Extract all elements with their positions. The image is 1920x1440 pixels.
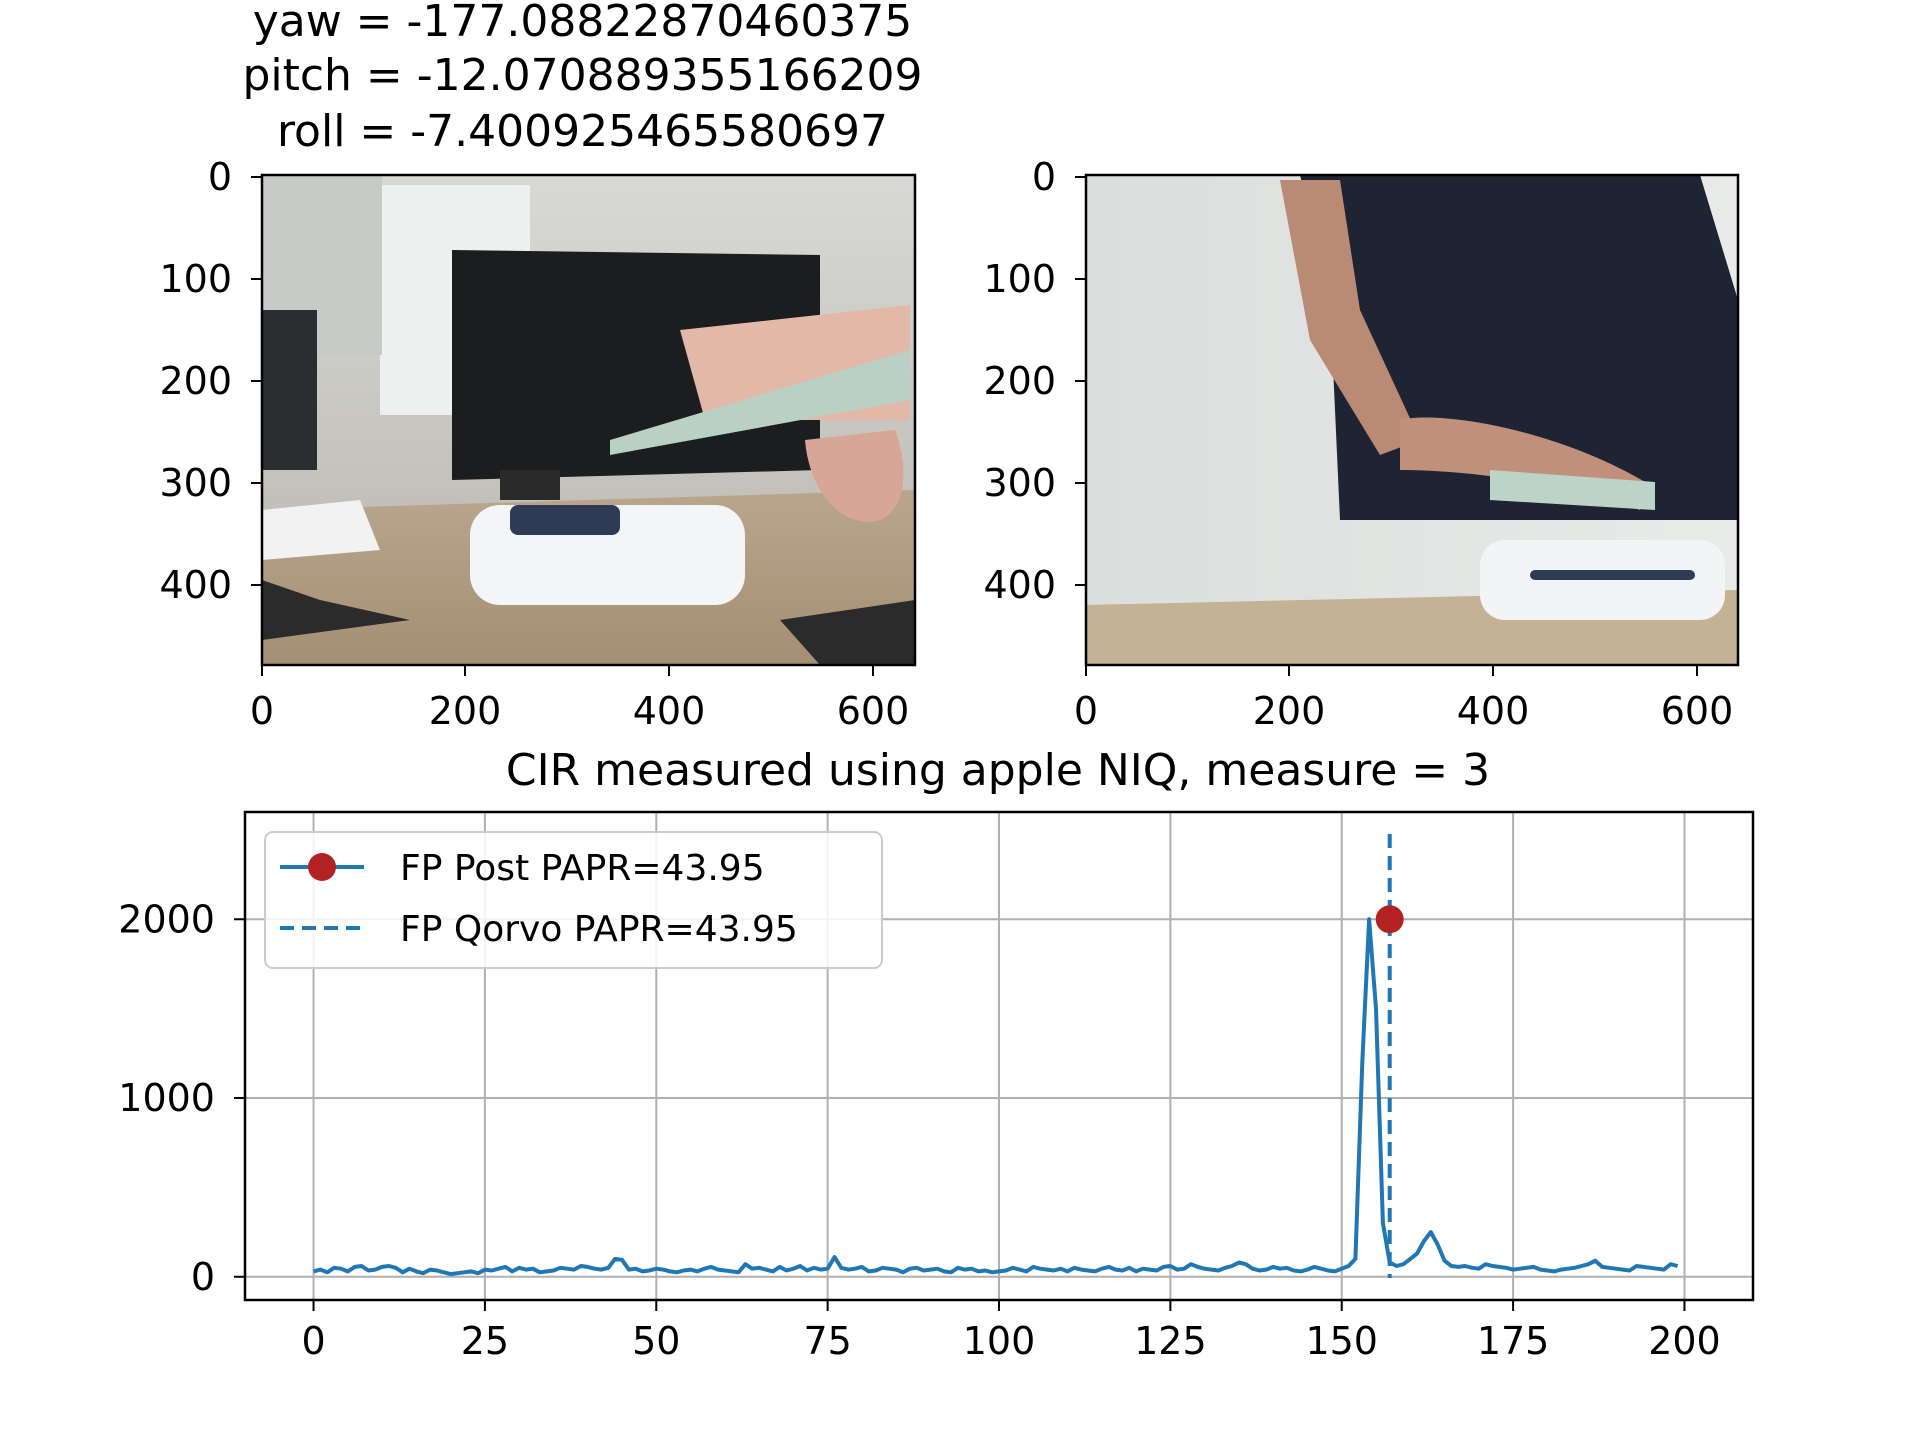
camera-view-left xyxy=(262,175,915,665)
left-xtick-200: 200 xyxy=(429,689,502,733)
xtick-label-150: 150 xyxy=(1305,1319,1378,1363)
right-xtick-600: 600 xyxy=(1661,689,1734,733)
chart-title: CIR measured using apple NIQ, measure = … xyxy=(506,745,1490,796)
left-ytick-100: 100 xyxy=(159,257,232,301)
right-xtick-400: 400 xyxy=(1457,689,1530,733)
right-xtick-0: 0 xyxy=(1074,689,1098,733)
legend-box xyxy=(264,831,883,969)
chart-frame xyxy=(243,810,1755,1302)
ytick-label-1000: 1000 xyxy=(118,1076,215,1120)
legend-label-qorvo: FP Qorvo PAPR=43.95 xyxy=(400,909,798,950)
camera-view-right xyxy=(1086,175,1738,665)
right-image-axes xyxy=(1075,176,1698,676)
legend-label-post: FP Post PAPR=43.95 xyxy=(400,848,765,889)
right-image-frame xyxy=(1084,173,1740,667)
left-image-axes xyxy=(251,176,874,676)
xtick-label-75: 75 xyxy=(803,1319,851,1363)
right-ytick-200: 200 xyxy=(983,359,1056,403)
pitch-title: pitch = -12.070889355166209 xyxy=(242,50,923,101)
left-xtick-0: 0 xyxy=(250,689,274,733)
xtick-label-25: 25 xyxy=(461,1319,509,1363)
xtick-label-0: 0 xyxy=(301,1319,325,1363)
xtick-label-200: 200 xyxy=(1648,1319,1721,1363)
left-ytick-0: 0 xyxy=(208,155,232,199)
chart-marks xyxy=(312,834,1679,1278)
chart-legend: FP Post PAPR=43.95 FP Qorvo PAPR=43.95 xyxy=(264,831,883,969)
right-xtick-200: 200 xyxy=(1253,689,1326,733)
ytick-label-0: 0 xyxy=(191,1255,215,1299)
ytick-label-2000: 2000 xyxy=(118,897,215,941)
left-image-frame xyxy=(260,173,917,667)
cir-series-line xyxy=(312,917,1679,1277)
left-ytick-400: 400 xyxy=(159,563,232,607)
right-ytick-400: 400 xyxy=(983,563,1056,607)
fp-post-marker xyxy=(1375,905,1404,934)
xtick-label-175: 175 xyxy=(1477,1319,1550,1363)
left-xtick-600: 600 xyxy=(837,689,910,733)
xtick-label-125: 125 xyxy=(1134,1319,1207,1363)
legend-marker-post xyxy=(308,853,336,881)
right-ytick-100: 100 xyxy=(983,257,1056,301)
left-xtick-400: 400 xyxy=(633,689,706,733)
left-ytick-200: 200 xyxy=(159,359,232,403)
roll-title: roll = -7.400925465580697 xyxy=(276,106,889,157)
xtick-label-50: 50 xyxy=(632,1319,680,1363)
left-ytick-300: 300 xyxy=(159,461,232,505)
right-ytick-300: 300 xyxy=(983,461,1056,505)
right-ytick-0: 0 xyxy=(1032,155,1056,199)
yaw-title: yaw = -177.08822870460375 xyxy=(252,0,913,47)
xtick-label-100: 100 xyxy=(963,1319,1036,1363)
